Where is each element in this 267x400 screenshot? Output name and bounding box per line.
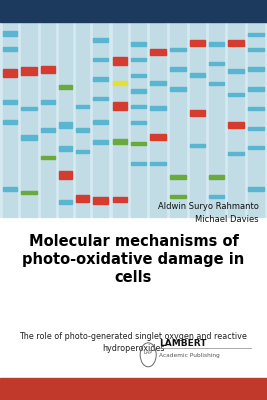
Bar: [76, 128, 89, 132]
Bar: [150, 50, 166, 55]
Bar: [76, 105, 89, 108]
Bar: [21, 23, 37, 217]
Bar: [113, 198, 127, 202]
Bar: [41, 23, 55, 217]
Bar: [113, 102, 127, 110]
Text: LAP: LAP: [144, 350, 153, 355]
Bar: [0, 378, 267, 400]
Bar: [131, 90, 146, 92]
Bar: [228, 122, 244, 128]
Bar: [93, 77, 108, 81]
Bar: [150, 23, 166, 217]
Bar: [21, 107, 37, 110]
Bar: [0, 218, 267, 378]
Bar: [248, 68, 264, 71]
Bar: [0, 22, 267, 218]
Bar: [21, 68, 37, 75]
Bar: [209, 175, 224, 179]
Bar: [209, 23, 224, 217]
Bar: [59, 122, 72, 128]
Bar: [190, 144, 205, 148]
Bar: [113, 23, 127, 217]
Bar: [209, 62, 224, 65]
Text: Molecular mechanisms of
photo-oxidative damage in
cells: Molecular mechanisms of photo-oxidative …: [22, 234, 245, 285]
Bar: [248, 146, 264, 150]
Bar: [131, 74, 146, 77]
Text: Academic Publishing: Academic Publishing: [159, 348, 220, 358]
Bar: [150, 106, 166, 110]
Bar: [131, 162, 146, 165]
Bar: [113, 139, 127, 144]
Bar: [150, 81, 166, 85]
Bar: [131, 58, 146, 61]
Text: Aldwin Suryo Rahmanto
Michael Davies: Aldwin Suryo Rahmanto Michael Davies: [158, 202, 259, 224]
Bar: [3, 100, 17, 104]
Bar: [3, 23, 17, 217]
Bar: [93, 120, 108, 124]
Bar: [131, 23, 146, 217]
Bar: [248, 107, 264, 110]
Bar: [41, 66, 55, 73]
Bar: [170, 87, 186, 91]
Bar: [248, 32, 264, 36]
Bar: [93, 97, 108, 100]
Bar: [228, 70, 244, 73]
Bar: [190, 23, 205, 217]
Bar: [209, 195, 224, 198]
Bar: [3, 69, 17, 77]
Bar: [190, 110, 205, 116]
Bar: [93, 197, 108, 204]
Bar: [190, 40, 205, 46]
Bar: [59, 171, 72, 179]
Bar: [228, 152, 244, 155]
Bar: [113, 57, 127, 65]
Bar: [3, 120, 17, 124]
Bar: [59, 146, 72, 151]
Bar: [59, 85, 72, 89]
Bar: [248, 87, 264, 91]
Bar: [170, 68, 186, 71]
Bar: [248, 23, 264, 217]
Bar: [41, 100, 55, 104]
Bar: [93, 58, 108, 61]
Bar: [0, 0, 267, 22]
Bar: [131, 105, 146, 108]
Bar: [76, 150, 89, 153]
Bar: [150, 134, 166, 140]
Bar: [248, 127, 264, 130]
Bar: [41, 156, 55, 159]
Bar: [3, 31, 17, 36]
Bar: [59, 200, 72, 204]
Bar: [3, 46, 17, 52]
Bar: [228, 40, 244, 46]
Bar: [93, 38, 108, 42]
Bar: [228, 93, 244, 96]
Bar: [131, 121, 146, 124]
Bar: [170, 175, 186, 179]
Text: The role of photo-generated singlet oxygen and reactive
hydroperoxides: The role of photo-generated singlet oxyg…: [19, 332, 248, 353]
Bar: [76, 23, 89, 217]
Bar: [170, 195, 186, 198]
Bar: [248, 187, 264, 190]
Bar: [170, 23, 186, 217]
Bar: [3, 187, 17, 190]
Bar: [248, 48, 264, 52]
Bar: [41, 128, 55, 132]
Bar: [76, 195, 89, 202]
Bar: [228, 23, 244, 217]
Bar: [170, 48, 186, 52]
Bar: [190, 73, 205, 77]
Bar: [209, 42, 224, 46]
Bar: [131, 42, 146, 46]
Bar: [93, 140, 108, 144]
Bar: [113, 81, 127, 85]
Bar: [59, 23, 72, 217]
Bar: [21, 135, 37, 140]
Bar: [21, 191, 37, 194]
Bar: [150, 162, 166, 165]
Bar: [93, 23, 108, 217]
Bar: [131, 142, 146, 146]
Bar: [209, 82, 224, 85]
Text: LAMBERT: LAMBERT: [159, 338, 206, 348]
